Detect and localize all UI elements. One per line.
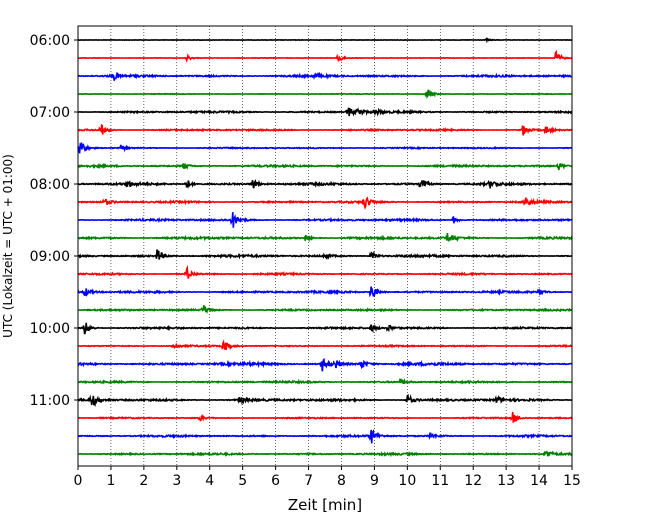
y-tick-label: 10:00 bbox=[30, 321, 70, 337]
traces bbox=[77, 37, 573, 458]
x-tick-label: 10 bbox=[398, 473, 416, 489]
x-tick-label: 2 bbox=[139, 473, 148, 489]
seismic-trace bbox=[77, 142, 573, 154]
x-tick-label: 11 bbox=[431, 473, 449, 489]
x-axis-label: Zeit [min] bbox=[288, 496, 362, 514]
y-axis-ticks: 06:00 07:00 08:00 09:00 10:00 11:00 bbox=[30, 33, 78, 409]
seismic-trace bbox=[77, 212, 573, 228]
x-tick-label: 5 bbox=[238, 473, 247, 489]
seismic-trace bbox=[77, 450, 573, 458]
seismic-trace bbox=[77, 179, 573, 189]
seismic-trace bbox=[77, 264, 573, 279]
x-tick-label: 13 bbox=[497, 473, 515, 489]
x-tick-label: 6 bbox=[271, 473, 280, 489]
seismic-trace bbox=[77, 339, 573, 350]
x-tick-label: 4 bbox=[205, 473, 214, 489]
seismic-trace bbox=[77, 89, 573, 99]
x-tick-label: 8 bbox=[337, 473, 346, 489]
seismic-trace bbox=[77, 49, 573, 64]
x-tick-label: 3 bbox=[172, 473, 181, 489]
seismic-trace bbox=[77, 357, 573, 372]
plot-frame bbox=[77, 25, 573, 467]
y-tick-label: 11:00 bbox=[30, 393, 70, 409]
x-tick-label: 7 bbox=[304, 473, 313, 489]
seismic-trace bbox=[77, 286, 573, 298]
x-grid bbox=[110, 26, 540, 466]
x-tick-label: 12 bbox=[464, 473, 482, 489]
seismic-trace bbox=[77, 196, 573, 210]
seismic-trace bbox=[77, 322, 573, 335]
y-tick-label: 07:00 bbox=[30, 105, 70, 121]
seismic-trace bbox=[77, 123, 573, 136]
seismic-trace bbox=[77, 429, 573, 444]
seismic-trace bbox=[77, 233, 573, 243]
seismic-trace bbox=[77, 107, 573, 117]
x-tick-label: 0 bbox=[74, 473, 83, 489]
x-tick-label: 1 bbox=[106, 473, 115, 489]
seismic-trace bbox=[77, 305, 573, 314]
y-tick-label: 08:00 bbox=[30, 177, 70, 193]
seismic-trace bbox=[77, 411, 573, 423]
seismic-trace bbox=[77, 71, 573, 81]
seismic-trace bbox=[77, 162, 573, 171]
x-tick-label: 15 bbox=[563, 473, 581, 489]
y-axis-label: UTC (Lokalzeit = UTC + 01:00) bbox=[1, 154, 15, 338]
y-tick-label: 09:00 bbox=[30, 249, 70, 265]
x-tick-label: 9 bbox=[370, 473, 379, 489]
seismic-trace bbox=[77, 249, 573, 260]
seismic-trace bbox=[77, 393, 573, 408]
seismic-trace bbox=[77, 377, 573, 385]
seismic-trace bbox=[77, 37, 573, 44]
x-tick-label: 14 bbox=[530, 473, 548, 489]
x-axis-ticks: 0 1 2 3 4 5 6 7 8 9 10 11 12 13 14 15 bbox=[74, 466, 581, 489]
y-tick-label: 06:00 bbox=[30, 33, 70, 49]
